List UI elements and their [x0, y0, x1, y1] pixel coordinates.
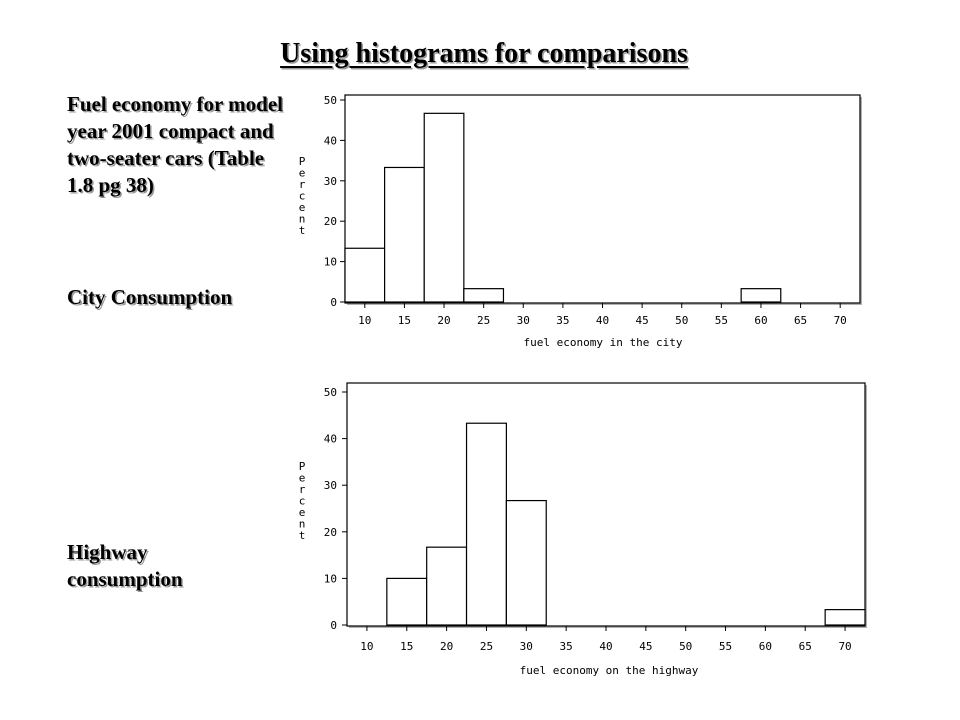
- x-tick-label: 40: [599, 640, 612, 653]
- histogram-bar: [386, 577, 428, 626]
- histogram-bar: [465, 422, 507, 626]
- histogram-bar: [463, 288, 505, 303]
- x-tick-label: 35: [556, 314, 569, 327]
- y-tick-label: 30: [324, 175, 337, 188]
- y-tick-label: 10: [324, 256, 337, 269]
- x-tick-label: 45: [639, 640, 652, 653]
- slide-title: Using histograms for comparisons: [280, 38, 688, 69]
- histogram-bar: [740, 288, 782, 303]
- x-tick-label: 55: [719, 640, 732, 653]
- histogram-bar: [384, 166, 425, 303]
- x-tick-label: 40: [596, 314, 609, 327]
- x-tick-label: 60: [754, 314, 767, 327]
- y-tick-label: 20: [324, 215, 337, 228]
- x-tick-label: 20: [440, 640, 453, 653]
- x-axis-label: fuel economy in the city: [524, 336, 683, 349]
- histogram-bar: [426, 546, 468, 626]
- histogram-bar: [505, 499, 547, 626]
- caption-dataset: Fuel economy for model year 2001 compact…: [67, 92, 283, 197]
- histogram-bar: [423, 112, 465, 303]
- x-tick-label: 15: [398, 314, 411, 327]
- x-tick-label: 50: [675, 314, 688, 327]
- y-tick-label: 40: [324, 433, 337, 446]
- y-tick-label: 30: [324, 479, 337, 492]
- x-tick-label: 10: [358, 314, 371, 327]
- x-tick-label: 60: [759, 640, 772, 653]
- x-tick-label: 25: [480, 640, 493, 653]
- y-tick-label: 20: [324, 526, 337, 539]
- x-tick-label: 65: [799, 640, 812, 653]
- x-tick-label: 35: [560, 640, 573, 653]
- y-tick-label: 0: [330, 619, 337, 632]
- x-tick-label: 50: [679, 640, 692, 653]
- y-tick-label: 10: [324, 572, 337, 585]
- x-tick-label: 70: [834, 314, 847, 327]
- x-tick-label: 65: [794, 314, 807, 327]
- x-tick-label: 55: [715, 314, 728, 327]
- x-tick-label: 30: [517, 314, 530, 327]
- histogram-bar: [824, 609, 866, 626]
- y-tick-label: 50: [324, 386, 337, 399]
- y-tick-label: 50: [324, 94, 337, 107]
- x-tick-label: 30: [520, 640, 533, 653]
- x-tick-label: 70: [838, 640, 851, 653]
- caption-city: City Consumption: [67, 285, 233, 309]
- x-tick-label: 20: [437, 314, 450, 327]
- x-axis-label: fuel economy on the highway: [520, 664, 699, 677]
- x-tick-label: 45: [635, 314, 648, 327]
- x-tick-label: 25: [477, 314, 490, 327]
- y-tick-label: 40: [324, 134, 337, 147]
- x-tick-label: 15: [400, 640, 413, 653]
- y-tick-label: 0: [330, 296, 337, 309]
- x-tick-label: 10: [360, 640, 373, 653]
- caption-highway: Highway consumption: [67, 540, 183, 591]
